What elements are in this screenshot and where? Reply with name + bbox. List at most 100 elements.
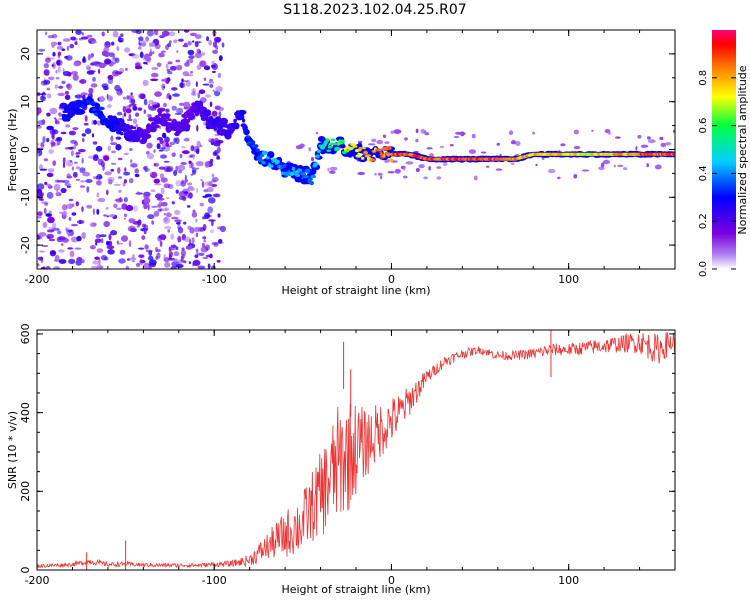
noise-speckle bbox=[135, 124, 139, 127]
noise-speckle bbox=[218, 106, 224, 112]
noise-speckle bbox=[134, 65, 143, 70]
noise-speckle bbox=[439, 145, 445, 149]
noise-speckle bbox=[169, 31, 176, 37]
noise-speckle bbox=[147, 30, 154, 37]
ridge-point bbox=[168, 118, 172, 121]
noise-speckle bbox=[42, 266, 46, 269]
noise-speckle bbox=[55, 77, 60, 80]
noise-speckle bbox=[211, 110, 218, 117]
noise-speckle bbox=[604, 129, 611, 134]
ridge-point bbox=[243, 132, 250, 135]
noise-speckle bbox=[143, 197, 151, 205]
noise-speckle bbox=[62, 179, 70, 184]
noise-speckle bbox=[172, 258, 179, 263]
noise-speckle bbox=[137, 107, 143, 111]
noise-speckle bbox=[115, 136, 122, 140]
noise-speckle bbox=[183, 30, 190, 33]
noise-speckle bbox=[600, 162, 605, 168]
noise-speckle bbox=[541, 157, 545, 161]
noise-speckle bbox=[183, 42, 188, 47]
noise-speckle bbox=[75, 151, 81, 155]
noise-speckle bbox=[43, 207, 47, 214]
noise-speckle bbox=[89, 222, 97, 228]
noise-speckle bbox=[180, 161, 187, 166]
noise-speckle bbox=[154, 91, 162, 97]
noise-speckle bbox=[132, 118, 138, 125]
noise-speckle bbox=[64, 55, 69, 59]
noise-speckle bbox=[125, 67, 128, 72]
ridge-halo bbox=[157, 107, 163, 114]
ridge-point bbox=[316, 149, 321, 153]
noise-speckle bbox=[58, 85, 64, 89]
noise-speckle bbox=[198, 89, 206, 94]
noise-speckle bbox=[205, 244, 210, 251]
noise-speckle bbox=[108, 233, 112, 241]
noise-speckle bbox=[195, 248, 199, 252]
noise-speckle bbox=[65, 227, 68, 232]
noise-speckle bbox=[88, 87, 94, 95]
noise-speckle bbox=[613, 164, 616, 168]
noise-speckle bbox=[174, 219, 182, 223]
noise-speckle bbox=[58, 112, 62, 117]
ridge-point bbox=[131, 135, 135, 139]
noise-speckle bbox=[485, 165, 490, 168]
ridge-point bbox=[363, 150, 369, 155]
noise-speckle bbox=[635, 146, 638, 151]
ridge-point bbox=[362, 146, 366, 150]
noise-speckle bbox=[46, 87, 50, 91]
noise-speckle bbox=[90, 83, 98, 88]
noise-speckle bbox=[199, 144, 203, 148]
ridge-halo bbox=[119, 122, 127, 127]
ridge-point bbox=[307, 177, 313, 181]
noise-speckle bbox=[37, 216, 43, 219]
noise-speckle bbox=[69, 43, 74, 49]
noise-speckle bbox=[164, 262, 171, 268]
noise-speckle bbox=[118, 189, 122, 193]
ridge-point bbox=[125, 124, 130, 127]
noise-speckle bbox=[163, 212, 166, 216]
x-tick-label: 0 bbox=[388, 574, 395, 587]
noise-speckle bbox=[216, 139, 224, 144]
noise-speckle bbox=[114, 84, 121, 92]
noise-speckle bbox=[163, 165, 171, 173]
noise-speckle bbox=[143, 229, 147, 235]
noise-speckle bbox=[113, 183, 121, 186]
noise-speckle bbox=[573, 145, 581, 150]
noise-speckle bbox=[125, 205, 134, 212]
noise-speckle bbox=[93, 120, 97, 125]
noise-speckle bbox=[175, 165, 179, 172]
ridge-point bbox=[245, 135, 251, 139]
noise-speckle bbox=[206, 187, 214, 193]
noise-speckle bbox=[49, 107, 58, 115]
ridge-point bbox=[190, 108, 195, 112]
ridge-halo bbox=[319, 149, 327, 155]
noise-speckle bbox=[150, 72, 159, 78]
noise-speckle bbox=[185, 74, 194, 77]
noise-speckle bbox=[123, 179, 127, 184]
noise-speckle bbox=[58, 259, 67, 264]
noise-speckle bbox=[173, 251, 180, 257]
noise-speckle bbox=[387, 171, 395, 174]
noise-speckle bbox=[202, 195, 208, 198]
noise-speckle bbox=[146, 153, 155, 160]
noise-speckle bbox=[75, 30, 82, 35]
noise-speckle bbox=[212, 89, 215, 92]
noise-speckle bbox=[617, 164, 624, 168]
ridge-point bbox=[295, 173, 300, 177]
noise-speckle bbox=[80, 185, 85, 188]
noise-speckle bbox=[110, 168, 115, 172]
noise-speckle bbox=[48, 210, 52, 214]
noise-speckle bbox=[42, 221, 48, 228]
ridge-point bbox=[145, 134, 150, 138]
ridge-point bbox=[121, 127, 128, 132]
noise-speckle bbox=[64, 147, 70, 150]
noise-speckle bbox=[152, 51, 155, 55]
noise-speckle bbox=[68, 258, 76, 265]
noise-speckle bbox=[52, 52, 56, 57]
noise-speckle bbox=[110, 135, 114, 142]
noise-speckle bbox=[165, 197, 170, 200]
ridge-point bbox=[386, 152, 391, 157]
noise-speckle bbox=[153, 210, 160, 217]
noise-speckle bbox=[160, 154, 167, 159]
noise-speckle bbox=[61, 204, 68, 211]
